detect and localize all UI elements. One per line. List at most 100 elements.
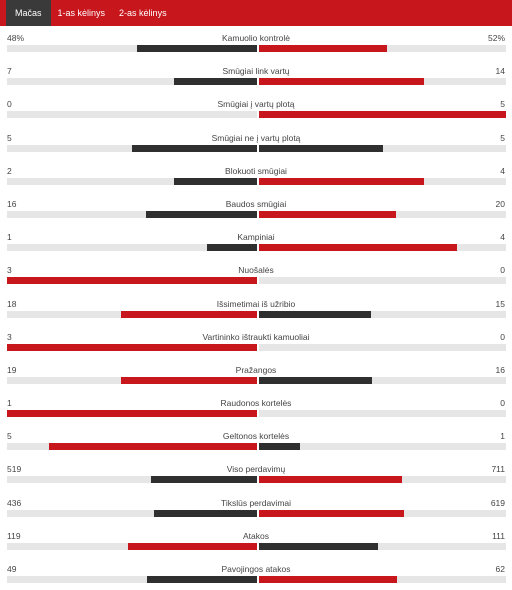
away-bar-fill bbox=[259, 443, 300, 451]
stat-row: 48% Kamuolio kontrolė 52% bbox=[0, 26, 512, 59]
home-bar-track bbox=[7, 210, 257, 218]
away-bar-track bbox=[259, 210, 506, 218]
match-stats-list: 48% Kamuolio kontrolė 52% 7 Smūgiai link var… bbox=[0, 26, 512, 590]
home-value: 7 bbox=[7, 66, 12, 77]
home-bar-fill bbox=[154, 509, 257, 517]
home-value: 519 bbox=[7, 464, 22, 475]
stat-row: 7 Smūgiai link vartų 14 bbox=[0, 59, 512, 92]
away-bar-fill bbox=[259, 78, 424, 86]
home-bar-fill bbox=[147, 576, 257, 583]
away-bar-track bbox=[259, 244, 506, 252]
away-bar-fill bbox=[259, 111, 506, 119]
away-value: 711 bbox=[491, 464, 505, 475]
away-value: 619 bbox=[490, 497, 505, 508]
away-value: 20 bbox=[495, 198, 505, 209]
home-bar-fill bbox=[49, 443, 257, 451]
home-bar-fill bbox=[7, 277, 257, 285]
home-value: 1 bbox=[7, 232, 12, 243]
home-value: 18 bbox=[7, 298, 17, 309]
stat-row: 5 Geltonos kortelės 1 bbox=[0, 424, 512, 457]
away-bar-track bbox=[259, 310, 506, 318]
home-bar-track bbox=[7, 111, 257, 119]
stat-row: 436 Tikslūs perdavimai 619 bbox=[0, 491, 512, 524]
away-bar-track bbox=[259, 443, 506, 451]
away-bar-track bbox=[259, 343, 506, 351]
away-bar-fill bbox=[259, 45, 387, 52]
home-bar-fill bbox=[137, 45, 257, 52]
home-value: 49 bbox=[7, 564, 17, 574]
away-bar-track bbox=[259, 410, 506, 418]
stat-row: 18 Išsimetimai iš užribio 15 bbox=[0, 292, 512, 325]
away-value: 4 bbox=[500, 232, 505, 243]
away-value: 111 bbox=[492, 530, 505, 541]
stat-label: Geltonos kortelės bbox=[222, 431, 290, 442]
home-value: 119 bbox=[7, 530, 21, 541]
tab-first-half[interactable]: 1-as kėlinys bbox=[57, 8, 106, 18]
home-bar-fill bbox=[7, 410, 257, 418]
home-bar-track bbox=[7, 410, 257, 418]
stat-label: Pavojingos atakos bbox=[221, 564, 291, 574]
away-value: 5 bbox=[500, 132, 505, 143]
stat-label: Raudonos kortelės bbox=[220, 398, 292, 409]
stat-label: Smūgiai ne į vartų plotą bbox=[211, 132, 301, 143]
home-bar-track bbox=[7, 509, 257, 517]
away-bar-fill bbox=[259, 542, 378, 550]
away-value: 0 bbox=[500, 398, 505, 409]
away-bar-fill bbox=[259, 509, 404, 517]
stat-row: 2 Blokuoti smūgiai 4 bbox=[0, 159, 512, 192]
stat-label: Kamuolio kontrolė bbox=[221, 33, 291, 43]
home-bar-fill bbox=[121, 310, 257, 318]
home-bar-track bbox=[7, 343, 257, 351]
home-bar-track bbox=[7, 78, 257, 86]
home-bar-fill bbox=[151, 476, 257, 484]
home-bar-fill bbox=[207, 244, 257, 252]
tab-second-half[interactable]: 2-as kėlinys bbox=[119, 8, 167, 18]
stat-label: Kampiniai bbox=[237, 232, 275, 243]
away-bar-fill bbox=[259, 476, 402, 484]
home-bar-fill bbox=[132, 144, 257, 152]
away-value: 4 bbox=[500, 165, 505, 176]
away-bar-track bbox=[259, 509, 506, 517]
home-value: 2 bbox=[7, 165, 12, 176]
home-bar-track bbox=[7, 277, 257, 285]
home-value: 3 bbox=[7, 331, 12, 342]
away-value: 52% bbox=[487, 33, 505, 43]
tab-match[interactable]: Mačas bbox=[6, 0, 51, 26]
stat-row: 49 Pavojingos atakos 62 bbox=[0, 557, 512, 590]
stat-row: 3 Nuošalės 0 bbox=[0, 258, 512, 291]
away-value: 62 bbox=[495, 564, 505, 574]
home-bar-fill bbox=[128, 542, 257, 550]
home-bar-fill bbox=[121, 376, 257, 384]
away-bar-fill bbox=[259, 376, 372, 384]
home-value: 1 bbox=[7, 398, 12, 409]
stat-label: Pražangos bbox=[235, 364, 277, 375]
stat-label: Blokuoti smūgiai bbox=[225, 165, 287, 176]
stat-row: 0 Smūgiai į vartų plotą 5 bbox=[0, 92, 512, 125]
stat-label: Nuošalės bbox=[238, 265, 274, 276]
away-bar-track bbox=[259, 144, 506, 152]
stat-row: 16 Baudos smūgiai 20 bbox=[0, 192, 512, 225]
home-bar-fill bbox=[7, 343, 257, 351]
stat-label: Viso perdavimų bbox=[226, 464, 286, 475]
away-bar-track bbox=[259, 277, 506, 285]
away-value: 5 bbox=[500, 99, 505, 110]
stat-row: 119 Atakos 111 bbox=[0, 524, 512, 557]
home-bar-track bbox=[7, 177, 257, 185]
away-value: 14 bbox=[495, 66, 505, 77]
away-bar-track bbox=[259, 111, 506, 119]
stat-label: Smūgiai į vartų plotą bbox=[217, 99, 295, 110]
away-value: 16 bbox=[495, 364, 505, 375]
home-bar-track bbox=[7, 476, 257, 484]
home-bar-track bbox=[7, 376, 257, 384]
stat-row: 1 Kampiniai 4 bbox=[0, 225, 512, 258]
home-bar-track bbox=[7, 310, 257, 318]
stat-row: 1 Raudonos kortelės 0 bbox=[0, 391, 512, 424]
away-bar-fill bbox=[259, 144, 383, 152]
away-bar-track bbox=[259, 376, 506, 384]
home-value: 0 bbox=[7, 99, 12, 110]
away-value: 15 bbox=[495, 298, 505, 309]
away-bar-track bbox=[259, 542, 506, 550]
home-bar-track bbox=[7, 443, 257, 451]
away-bar-fill bbox=[259, 244, 457, 252]
stat-label: Tikslūs perdavimai bbox=[220, 497, 292, 508]
